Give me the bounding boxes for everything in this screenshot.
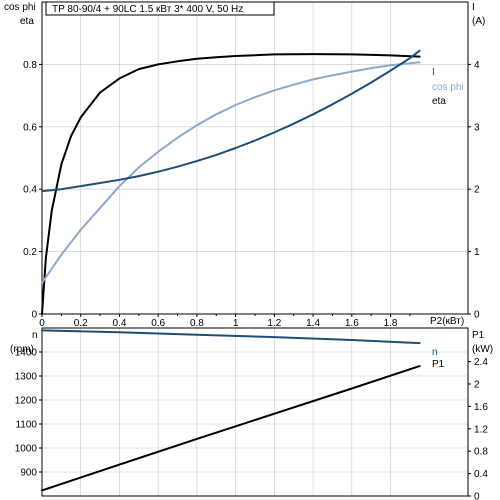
x-tick-label: 1.2 [267,318,281,329]
y-tick-label: 0.2 [23,247,37,258]
bottom-plot-grid [42,328,468,496]
bottom-y-tick-label: 1000 [15,444,38,455]
bottom-y-tick-label: 1300 [15,372,38,383]
y-tick-label: 0.6 [23,122,37,133]
top-tick-group: 0 0.2 0.4 0.6 0.8 1 1.2 1.4 1.6 1.8 0 0.2 0.4 0.6 0.8 0… [23,60,480,329]
series-line-n [41,329,421,345]
y2-tick-label: 2 [474,185,480,196]
y2-tick-label: 3 [474,122,480,133]
x-tick-label: 0.4 [113,318,127,329]
bottom-y2-tick-label: 0.8 [474,447,488,458]
bottom-y-tick-label: 1200 [15,396,38,407]
series-label-n: n [432,347,438,358]
series-label-cos-phi: cos phi [432,82,464,93]
top-plot-frame [41,1,469,315]
bottom-plot-frame [41,327,469,497]
x-tick-label: 1.8 [384,318,398,329]
x-tick-label: 1.4 [306,318,320,329]
y2-tick-label: 1 [474,247,480,258]
series-label-i: I [432,67,435,78]
bottom-y-tick-label: 1100 [15,420,37,431]
x-tick-label: 0.6 [151,318,165,329]
x-tick-label: 0.8 [190,318,204,329]
series-label-eta: eta [432,96,446,107]
y2-tick-label: 0 [474,310,480,321]
y2-axis-label-current: I [472,2,475,13]
series-line-i [41,49,421,193]
x-tick-label: 0.2 [74,318,88,329]
title-box [45,1,275,16]
y-axis-label-speed: n [32,330,38,341]
y-tick-label: 0.8 [23,60,37,71]
bottom-y-tick-label: 900 [20,468,37,479]
y2-tick-label: 4 [474,60,480,71]
y2-axis-unit-p1: (kW) [472,344,493,355]
x-tick-label: 1.6 [345,318,359,329]
bottom-series-group: nP1 [41,329,445,492]
bottom-y2-tick-label: 1.6 [474,402,488,413]
chart-title: TP 80-90/4 + 90LC 1.5 кВт 3* 400 V, 50 H… [52,4,243,15]
y-tick-label: 0.4 [23,185,37,196]
bottom-y2-tick-label: 2.4 [474,357,488,368]
series-line-cos-phi [41,61,421,284]
bottom-y2-tick-label: 0 [474,492,480,500]
x-tick-label: 1 [233,318,239,329]
y-axis-unit-speed: (rpm) [10,344,34,355]
bottom-y2-tick-label: 0.4 [474,469,488,480]
x-tick-label: 0 [39,318,45,329]
bottom-y2-tick-label: 2 [474,380,480,391]
x-axis-label: P2(кВт) [430,316,464,327]
y-axis-label-eta: eta [20,16,34,27]
bottom-y2-tick-label: 1.2 [474,424,488,435]
top-plot-grid [42,2,468,314]
bottom-y-tick-label: 1400 [15,348,38,359]
y-axis-label-cos-phi: cos phi [4,2,36,13]
bottom-tick-group: 900 1000 1100 1200 1300 1400 0 0.4 0.8 1.2 1.6 2 2.4 [15,348,489,500]
y2-axis-unit-current: (A) [472,16,485,27]
series-line-eta [41,53,421,315]
series-label-p1: P1 [432,359,445,370]
y2-axis-label-p1: P1 [472,330,485,341]
y-tick-label: 0 [31,310,37,321]
series-line-p1 [41,365,421,492]
